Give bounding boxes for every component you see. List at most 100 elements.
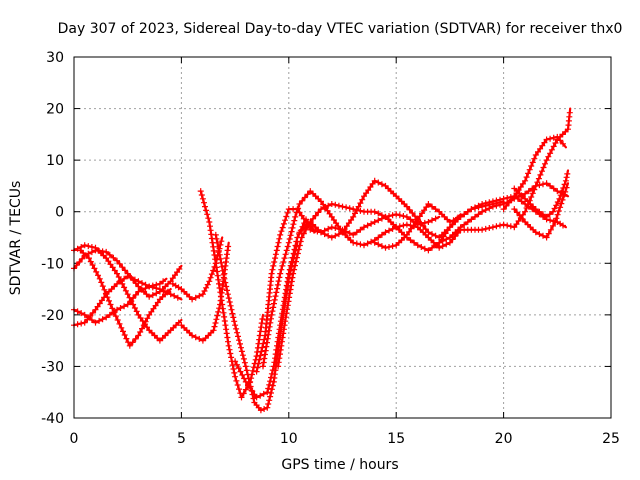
data-point: [218, 259, 225, 266]
data-point: [214, 312, 221, 319]
data-point: [529, 159, 536, 166]
data-point: [224, 287, 230, 294]
data-point: [291, 266, 298, 273]
data-point: [241, 375, 248, 382]
data-point: [263, 343, 270, 350]
data-point: [350, 239, 357, 246]
data-point: [513, 221, 520, 228]
data-point: [121, 303, 128, 310]
data-point: [511, 224, 518, 231]
data-point: [112, 313, 119, 320]
data-point: [130, 301, 137, 308]
data-point: [375, 241, 382, 248]
data-point: [269, 367, 276, 374]
data-point: [124, 291, 131, 298]
data-point: [318, 206, 324, 213]
data-point: [335, 202, 342, 209]
data-point: [284, 306, 291, 313]
data-point: [403, 203, 410, 210]
data-point: [543, 136, 550, 143]
data-point: [545, 230, 552, 237]
data-point: [78, 244, 85, 250]
data-point: [547, 150, 554, 157]
data-point: [201, 199, 207, 206]
data-point: [552, 140, 559, 146]
data-point: [268, 390, 274, 396]
data-point: [261, 355, 268, 362]
data-point: [551, 205, 558, 212]
data-point: [104, 294, 111, 301]
data-point: [440, 233, 447, 240]
data-point: [265, 385, 272, 392]
data-point: [525, 188, 532, 195]
data-point: [242, 378, 249, 385]
data-point: [265, 331, 272, 338]
data-point: [561, 181, 568, 188]
data-point: [479, 201, 486, 207]
data-point: [253, 394, 260, 401]
data-point: [554, 211, 561, 218]
data-point: [241, 359, 248, 366]
data-point: [111, 267, 118, 274]
data-point: [146, 283, 153, 290]
data-point: [88, 317, 95, 323]
data-point: [289, 274, 296, 281]
data-point: [196, 335, 203, 342]
data-point: [212, 231, 219, 238]
data-point: [267, 393, 274, 400]
data-point: [272, 251, 279, 258]
data-point: [221, 313, 228, 320]
data-point: [365, 187, 372, 194]
data-point: [559, 188, 565, 195]
data-point: [174, 269, 181, 276]
data-point: [361, 242, 367, 249]
data-point: [148, 308, 155, 315]
data-point: [102, 290, 109, 297]
data-point: [239, 352, 246, 359]
data-point: [253, 368, 260, 375]
data-point: [554, 133, 561, 140]
data-point: [389, 243, 396, 250]
data-point: [231, 369, 238, 376]
data-point: [269, 382, 276, 389]
data-point: [217, 255, 224, 262]
data-point: [526, 166, 533, 173]
data-point: [271, 300, 277, 307]
data-point: [346, 230, 353, 237]
data-point: [283, 213, 290, 220]
data-point: [378, 215, 385, 222]
data-point: [268, 370, 275, 377]
data-point: [429, 203, 435, 210]
data-point: [486, 205, 493, 212]
data-point: [258, 348, 265, 355]
data-point: [282, 217, 289, 224]
series-layer: [71, 107, 573, 414]
data-point: [566, 109, 573, 116]
data-point: [506, 199, 512, 206]
data-point: [284, 209, 291, 216]
data-point: [543, 213, 550, 220]
data-point: [550, 143, 557, 150]
data-point: [507, 223, 514, 230]
data-point: [546, 211, 553, 218]
data-point: [266, 397, 273, 404]
data-point: [468, 206, 475, 213]
data-point: [273, 247, 280, 254]
data-point: [117, 305, 124, 311]
data-point: [482, 225, 489, 232]
series-track-5: [77, 247, 172, 349]
data-point: [265, 401, 272, 407]
data-point: [135, 288, 142, 295]
data-point: [277, 231, 284, 238]
data-point: [124, 273, 131, 280]
data-point: [500, 206, 507, 213]
data-point: [560, 222, 566, 229]
data-point: [153, 281, 160, 288]
data-point: [103, 248, 110, 255]
data-point: [223, 330, 230, 337]
data-point: [286, 294, 293, 301]
data-point: [189, 332, 196, 339]
y-tick-label: 30: [46, 50, 64, 66]
data-point: [371, 208, 378, 215]
data-point: [486, 225, 493, 231]
